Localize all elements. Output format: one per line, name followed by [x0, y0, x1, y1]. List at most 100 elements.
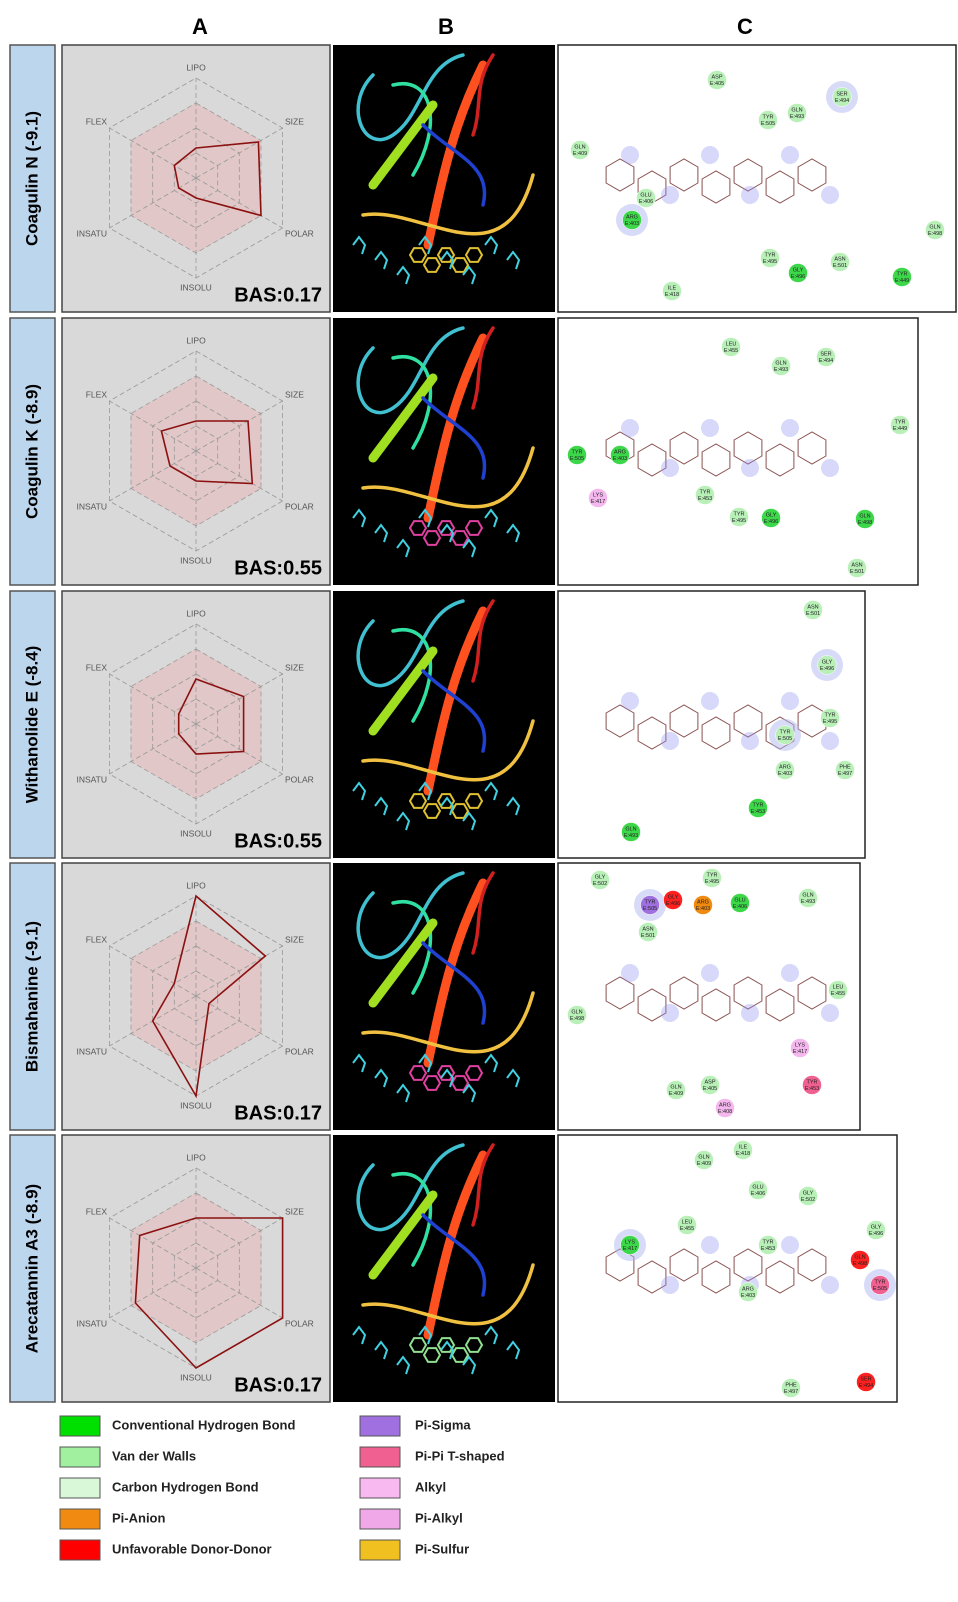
legend-swatch: [360, 1416, 400, 1436]
residue-id: E:494: [819, 358, 833, 364]
atom-highlight: [741, 732, 759, 750]
radar-axis-label: SIZE: [285, 389, 304, 399]
residue-id: E:449: [893, 426, 907, 432]
residue-id: E:497: [838, 771, 852, 777]
residue-name: GLY: [803, 1190, 814, 1196]
row-label: Bismahanine (-9.1): [22, 921, 41, 1072]
residue-id: E:449: [895, 278, 909, 284]
radar-axis-label: INSATU: [76, 1318, 107, 1328]
residue-name: GLN: [574, 144, 585, 150]
residue-name: TYR: [734, 511, 745, 517]
radar-axis-label: FLEX: [86, 662, 108, 672]
legend-label: Pi-Pi T-shaped: [415, 1448, 505, 1463]
legend-swatch: [60, 1478, 100, 1498]
radar-axis-label: INSOLU: [180, 828, 212, 838]
legend-label: Unfavorable Donor-Donor: [112, 1541, 272, 1556]
atom-highlight: [661, 186, 679, 204]
residue-name: ILE: [739, 1144, 748, 1150]
atom-highlight: [701, 146, 719, 164]
residue-name: ARG: [697, 899, 709, 905]
residue-id: E:403: [625, 221, 639, 227]
residue-name: PHE: [785, 1382, 797, 1388]
bas-score: BAS:0.17: [234, 1374, 322, 1396]
residue-id: E:406: [733, 904, 747, 910]
residue-id: E:498: [853, 1261, 867, 1267]
residue-name: LYS: [795, 1042, 805, 1048]
residue-name: GLN: [775, 360, 786, 366]
radar-axis-label: SIZE: [285, 934, 304, 944]
residue-id: E:494: [835, 98, 849, 104]
residue-name: LYS: [593, 492, 603, 498]
atom-highlight: [781, 1236, 799, 1254]
residue-name: GLY: [595, 874, 606, 880]
residue-name: ASP: [704, 1079, 715, 1085]
residue-name: LEU: [726, 341, 737, 347]
radar-axis-label: FLEX: [86, 1206, 108, 1216]
residue-id: E:497: [784, 1389, 798, 1395]
atom-highlight: [661, 732, 679, 750]
residue-id: E:453: [761, 1246, 775, 1252]
residue-name: ARG: [626, 214, 638, 220]
radar-axis-label: POLAR: [285, 1046, 314, 1056]
interaction-panel: [558, 591, 865, 858]
radar-axis-label: INSATU: [76, 228, 107, 238]
radar-axis-label: FLEX: [86, 934, 108, 944]
residue-id: E:493: [801, 899, 815, 905]
residue-id: E:403: [741, 1293, 755, 1299]
atom-highlight: [821, 1004, 839, 1022]
residue-name: SER: [836, 91, 847, 97]
residue-id: E:495: [705, 879, 719, 885]
residue-id: E:418: [665, 292, 679, 298]
atom-highlight: [821, 186, 839, 204]
residue-id: E:403: [778, 771, 792, 777]
residue-id: E:403: [613, 456, 627, 462]
residue-name: LEU: [833, 984, 844, 990]
atom-highlight: [781, 146, 799, 164]
residue-name: TYR: [572, 449, 583, 455]
residue-name: SER: [860, 1376, 871, 1382]
radar-axis-label: POLAR: [285, 501, 314, 511]
legend-swatch: [60, 1509, 100, 1529]
residue-name: GLY: [822, 659, 833, 665]
atom-highlight: [701, 419, 719, 437]
residue-id: E:494: [859, 1383, 873, 1389]
residue-name: GLN: [929, 224, 940, 230]
atom-highlight: [781, 419, 799, 437]
residue-name: ASN: [642, 926, 653, 932]
residue-name: LYS: [625, 1239, 635, 1245]
legend-swatch: [360, 1540, 400, 1560]
radar-axis-label: POLAR: [285, 774, 314, 784]
residue-id: E:501: [641, 933, 655, 939]
atom-highlight: [701, 1236, 719, 1254]
residue-name: ILE: [668, 285, 677, 291]
residue-name: TYR: [807, 1079, 818, 1085]
radar-axis-label: FLEX: [86, 116, 108, 126]
legend-swatch: [360, 1509, 400, 1529]
residue-id: E:417: [623, 1246, 637, 1252]
residue-name: TYR: [765, 252, 776, 258]
residue-id: E:505: [570, 456, 584, 462]
residue-name: GLN: [859, 513, 870, 519]
legend-swatch: [360, 1478, 400, 1498]
residue-name: ARG: [742, 1286, 754, 1292]
radar-axis-label: POLAR: [285, 228, 314, 238]
atom-highlight: [781, 692, 799, 710]
residue-id: E:505: [778, 736, 792, 742]
residue-name: GLN: [791, 107, 802, 113]
residue-name: GLY: [793, 267, 804, 273]
residue-name: GLN: [854, 1254, 865, 1260]
atom-highlight: [701, 964, 719, 982]
radar-axis-label: LIPO: [186, 1152, 206, 1162]
atom-highlight: [621, 146, 639, 164]
radar-axis-label: INSOLU: [180, 555, 212, 565]
figure: A B C Coagulin N (-9.1)LIPOSIZEPOLARINSO…: [0, 0, 958, 1602]
radar-axis-label: LIPO: [186, 62, 206, 72]
atom-highlight: [821, 459, 839, 477]
residue-id: E:505: [761, 121, 775, 127]
residue-name: TYR: [780, 729, 791, 735]
residue-name: ARG: [719, 1102, 731, 1108]
residue-id: E:495: [732, 518, 746, 524]
bas-score: BAS:0.55: [234, 830, 322, 852]
atom-highlight: [621, 692, 639, 710]
residue-name: TYR: [763, 114, 774, 120]
